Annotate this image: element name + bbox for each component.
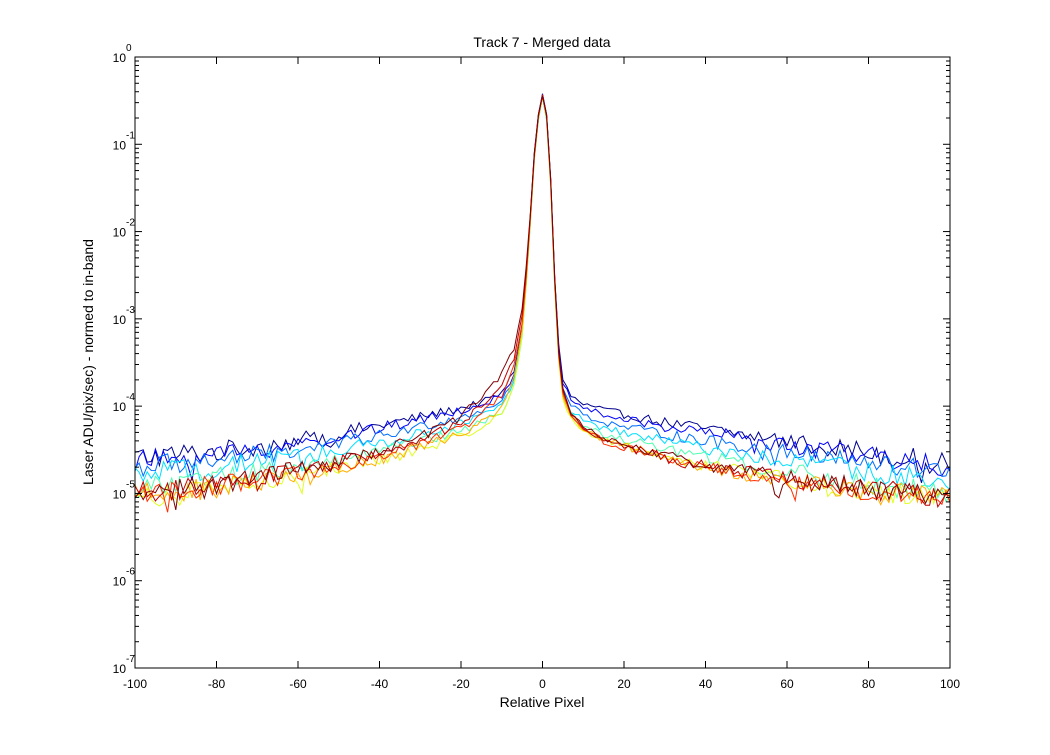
x-tick-label: -40	[371, 677, 389, 691]
x-tick-label: 0	[539, 677, 546, 691]
x-tick-label: -80	[208, 677, 226, 691]
x-tick-label: 20	[617, 677, 631, 691]
y-tick-exponent: -3	[126, 305, 135, 316]
y-tick-label: 10	[113, 662, 127, 676]
y-tick-label: 10	[113, 400, 127, 414]
y-axis-label: Laser ADU/pix/sec) - normed to in-band	[80, 239, 96, 485]
x-tick-label: 40	[699, 677, 713, 691]
y-tick-exponent: -5	[126, 479, 135, 490]
y-tick-exponent: -2	[126, 218, 135, 229]
y-tick-exponent: -6	[126, 567, 135, 578]
plot-area	[134, 56, 951, 669]
y-tick-exponent: -7	[126, 654, 135, 665]
x-tick-label: -60	[289, 677, 307, 691]
x-tick-label: -100	[123, 677, 147, 691]
series-line	[135, 95, 950, 511]
y-tick-label: 10	[113, 138, 127, 152]
chart-title: Track 7 - Merged data	[473, 34, 610, 50]
x-axis-label: Relative Pixel	[500, 694, 585, 710]
y-tick-exponent: -4	[126, 392, 135, 403]
plot-background	[135, 57, 950, 668]
y-tick-label: 10	[113, 575, 127, 589]
series-layer	[135, 93, 950, 513]
y-tick-exponent: 0	[126, 43, 132, 54]
y-tick-label: 10	[113, 313, 127, 327]
y-tick-label: 10	[113, 487, 127, 501]
x-tick-label: -20	[452, 677, 470, 691]
x-axis: -100 -80 -60 -40 -20 0 20 40 60 80 100	[123, 57, 960, 691]
x-tick-label: 100	[940, 677, 960, 691]
x-tick-label: 80	[862, 677, 876, 691]
y-tick-label: 10	[113, 51, 127, 65]
x-tick-label: 60	[780, 677, 794, 691]
y-tick-exponent: -1	[126, 130, 135, 141]
y-tick-label: 10	[113, 226, 127, 240]
